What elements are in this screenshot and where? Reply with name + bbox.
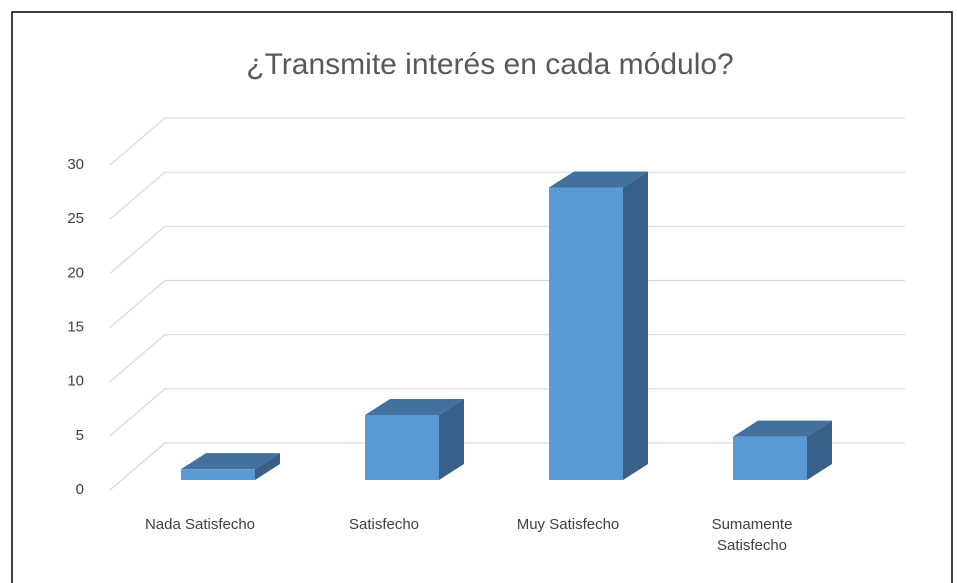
bar-front [365,415,439,480]
chart-title: ¿Transmite interés en cada módulo? [246,48,733,81]
grid-line [109,225,905,274]
y-tick-label: 30 [67,156,84,173]
bar-top [549,171,648,188]
y-tick-label: 25 [67,210,84,227]
bar [181,453,280,480]
bar [549,171,648,480]
bar [365,399,464,480]
grid-line [109,171,905,220]
y-tick-label: 15 [67,318,84,335]
bar-side [439,399,464,480]
y-tick-label: 20 [67,264,84,281]
y-tick-label: 10 [67,373,84,390]
grid-line [109,334,905,383]
bar-front [181,469,255,480]
grid-line [109,117,905,166]
chart-border [11,11,953,583]
bar-side [623,171,648,480]
bar-top [365,399,464,415]
bar-side [255,453,280,480]
bar-front [733,436,807,480]
y-tick-label: 0 [76,481,84,498]
grid-line [109,279,905,328]
grid-line [109,442,905,491]
grid-line [109,388,905,437]
bar-top [181,453,280,470]
bar-top [733,420,832,437]
bar-side [807,420,832,480]
x-tick-label: Nada Satisfecho [144,516,256,533]
y-tick-label: 5 [76,427,84,444]
x-tick-label: Satisfecho [348,516,420,533]
x-tick-label: Muy Satisfecho [516,516,620,533]
bar [733,420,832,480]
bar-front [549,187,623,480]
x-tick-label: Sumamente Satisfecho [711,516,793,554]
